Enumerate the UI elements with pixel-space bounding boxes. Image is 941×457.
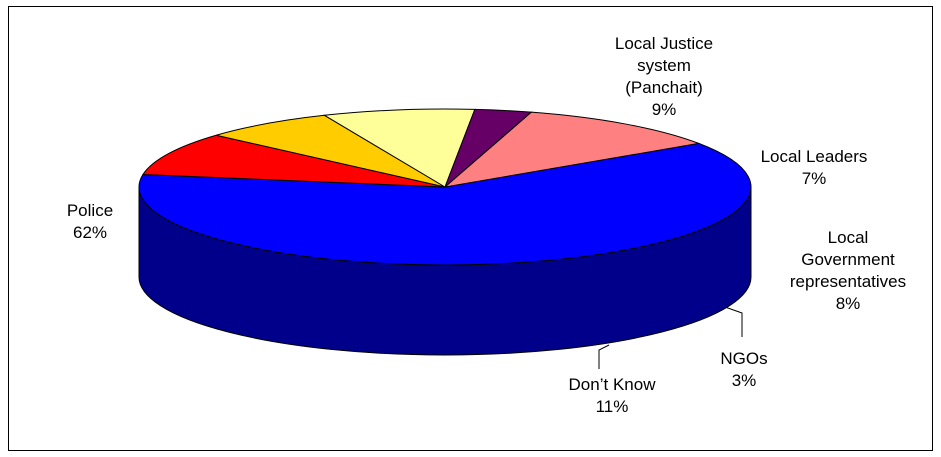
pie-slice-0: [138, 142, 752, 266]
label-local-justice-line2: system: [637, 56, 691, 75]
label-local-leaders-pct: 7%: [801, 169, 827, 188]
label-ngos-name: NGOs: [720, 349, 768, 368]
pie-slice-2: [216, 114, 446, 188]
label-local-government: Local Government representatives 8%: [773, 227, 923, 315]
label-local-justice-line1: Local Justice: [614, 34, 714, 53]
pie-slice-1: [142, 134, 446, 188]
chart-frame: Police 62% Local Justice system (Panchai…: [8, 6, 933, 451]
label-ngos-pct: 3%: [731, 371, 757, 390]
leader-ngos: [724, 306, 743, 337]
pie-chart: [138, 108, 752, 369]
pie-slice-3: [322, 108, 476, 188]
label-local-justice-line3: (Panchait): [625, 78, 703, 97]
label-police-pct: 62%: [72, 223, 108, 242]
label-local-justice: Local Justice system (Panchait) 9%: [604, 33, 724, 121]
label-police: Police 62%: [55, 200, 125, 244]
label-local-government-line3: representatives: [789, 272, 907, 291]
label-local-government-pct: 8%: [835, 294, 861, 313]
label-dont-know: Don’t Know 11%: [547, 374, 677, 418]
label-dont-know-pct: 11%: [595, 397, 629, 416]
label-local-justice-pct: 9%: [651, 100, 677, 119]
label-ngos: NGOs 3%: [709, 348, 779, 392]
leader-dont-know: [598, 344, 610, 369]
label-dont-know-name: Don’t Know: [568, 375, 656, 394]
label-local-leaders: Local Leaders 7%: [739, 146, 889, 190]
pie-slice-5: [443, 111, 701, 188]
label-local-government-line1: Local: [827, 228, 869, 247]
label-local-leaders-name: Local Leaders: [760, 147, 868, 166]
label-police-name: Police: [66, 201, 114, 220]
label-local-government-line2: Government: [801, 250, 895, 269]
